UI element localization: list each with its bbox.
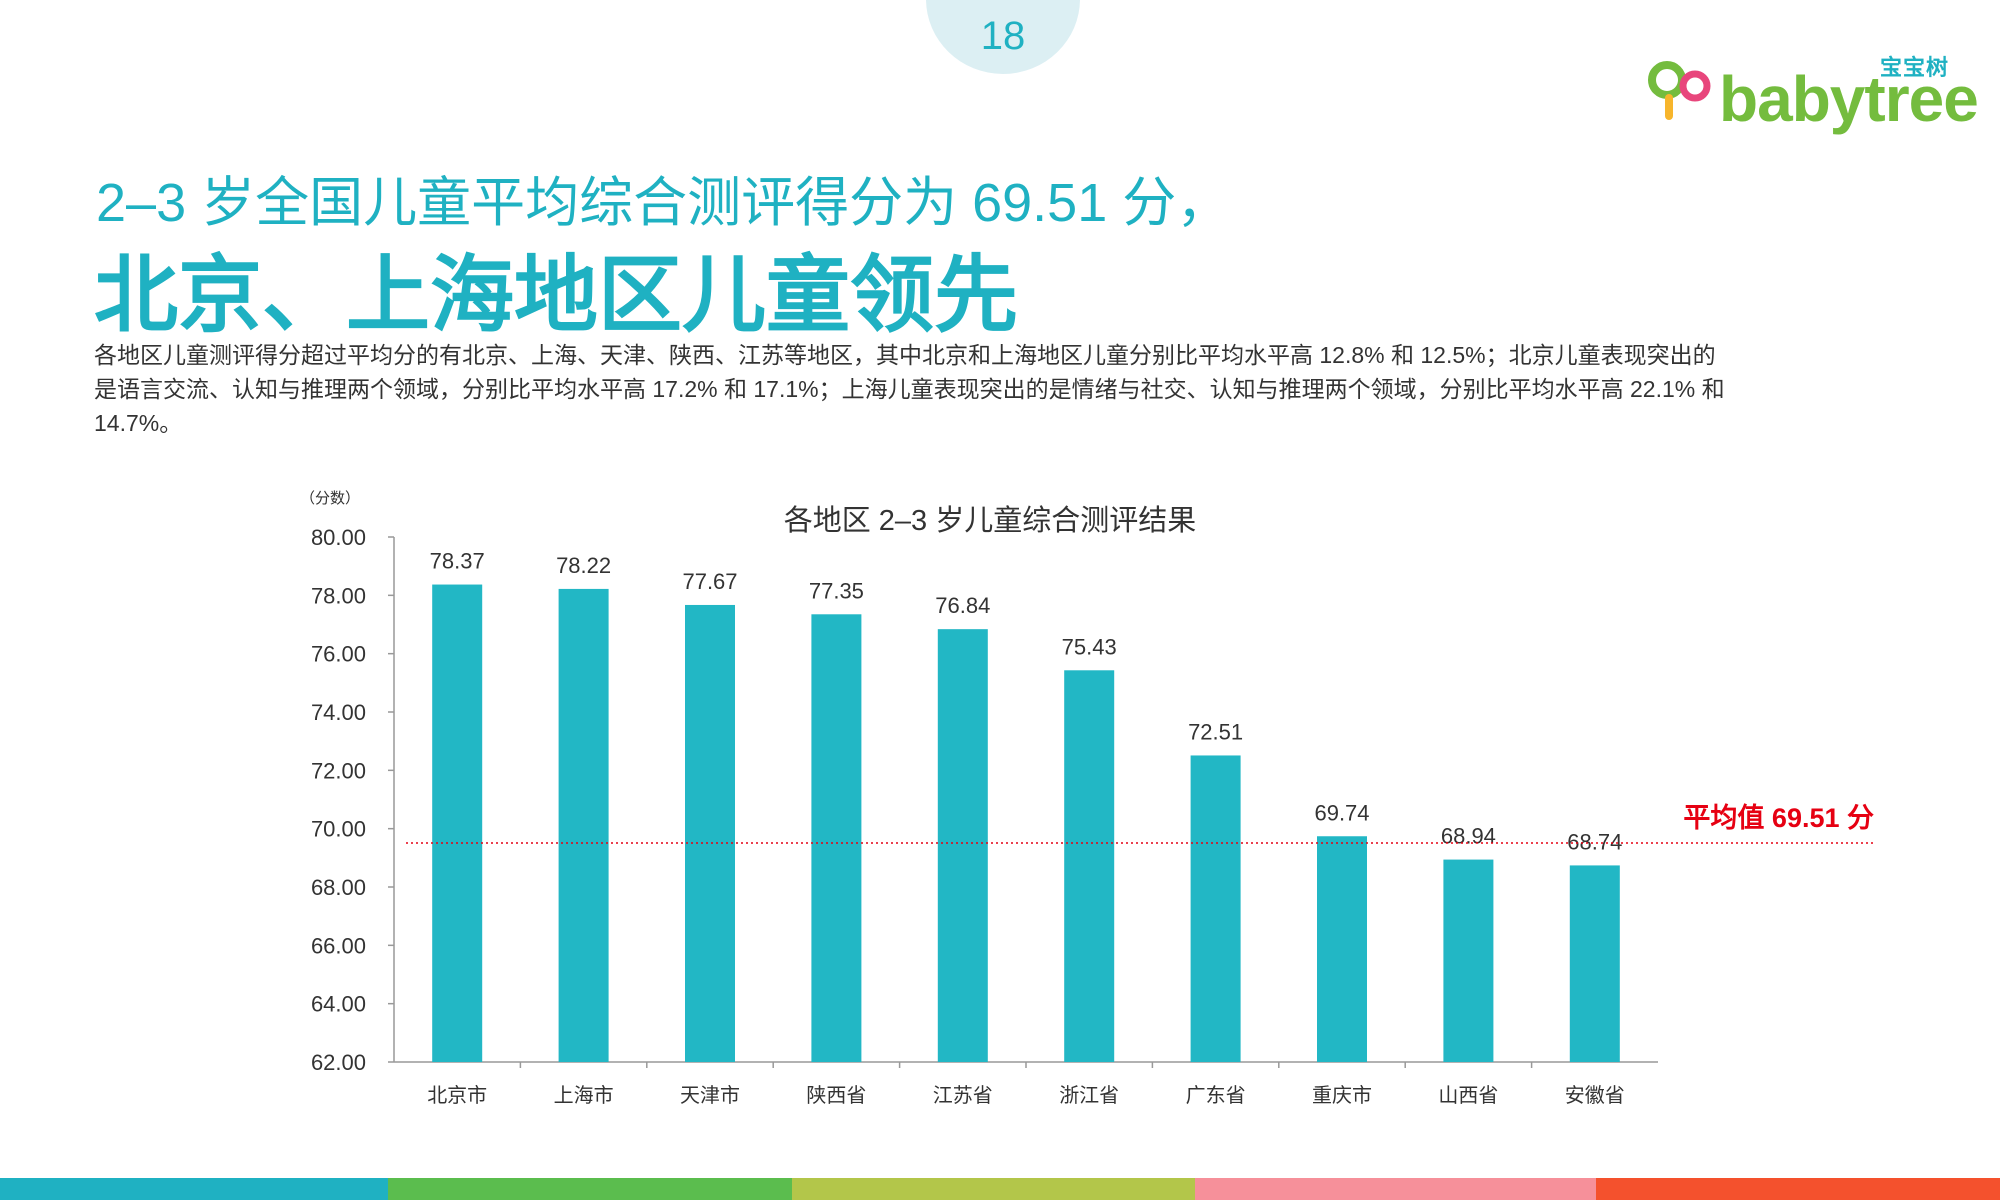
bar-value-label: 75.43 (1062, 634, 1117, 659)
y-tick-label: 66.00 (311, 933, 366, 958)
bar-value-label: 77.35 (809, 578, 864, 603)
x-category-label: 天津市 (680, 1084, 740, 1107)
bar-1 (432, 584, 483, 1062)
y-tick-label: 64.00 (311, 992, 366, 1017)
bar-value-label: 76.84 (935, 593, 990, 618)
bar-10 (1569, 865, 1620, 1062)
x-category-label: 浙江省 (1059, 1084, 1119, 1107)
logo-english-text: babytree (1719, 63, 1979, 135)
bar-value-label: 68.74 (1567, 829, 1622, 854)
y-tick-label: 62.00 (311, 1050, 366, 1075)
x-category-label: 安徽省 (1565, 1084, 1625, 1107)
stripe-segment-5 (1596, 1178, 2000, 1200)
bar-value-label: 69.74 (1314, 800, 1369, 825)
x-category-label: 上海市 (554, 1084, 614, 1107)
x-category-label: 陕西省 (806, 1084, 866, 1107)
summary-paragraph: 各地区儿童测评得分超过平均分的有北京、上海、天津、陕西、江苏等地区，其中北京和上… (94, 342, 1725, 436)
chart-title: 各地区 2–3 岁儿童综合测评结果 (784, 504, 1197, 537)
y-tick-label: 80.00 (311, 525, 366, 550)
y-tick-label: 70.00 (311, 817, 366, 842)
y-tick-label: 72.00 (311, 758, 366, 783)
average-label: 平均值 69.51 分 (1683, 803, 1874, 833)
y-tick-label: 76.00 (311, 642, 366, 667)
x-category-label: 山西省 (1438, 1084, 1498, 1107)
bar-value-label: 72.51 (1188, 719, 1243, 744)
bar-4 (811, 614, 862, 1062)
y-tick-label: 68.00 (311, 875, 366, 900)
x-category-label: 重庆市 (1312, 1084, 1372, 1107)
babytree-logo: 宝宝树 babytree (1645, 48, 1979, 135)
y-tick-label: 74.00 (311, 700, 366, 725)
x-category-label: 广东省 (1186, 1084, 1246, 1107)
babytree-logo-icon (1648, 61, 1711, 120)
page-title-line2: 北京、上海地区儿童领先 (94, 248, 1019, 342)
page-number: 18 (980, 14, 1026, 58)
x-category-label: 北京市 (427, 1084, 487, 1107)
y-axis-unit-label: （分数） (300, 490, 360, 507)
page-title-line1: 2–3 岁全国儿童平均综合测评得分为 69.51 分， (96, 173, 1231, 233)
stripe-segment-1 (0, 1178, 388, 1200)
bar-value-label: 77.67 (682, 569, 737, 594)
stripe-segment-4 (1195, 1178, 1596, 1200)
logo-chinese-text: 宝宝树 (1879, 55, 1949, 80)
bar-7 (1190, 755, 1241, 1062)
y-tick-label: 78.00 (311, 583, 366, 608)
bar-value-label: 78.22 (556, 553, 611, 578)
bar-8 (1317, 836, 1367, 1062)
bar-value-label: 78.37 (430, 549, 485, 574)
x-category-label: 江苏省 (933, 1084, 993, 1107)
bar-3 (685, 604, 735, 1062)
stripe-segment-3 (792, 1178, 1195, 1200)
stripe-segment-2 (388, 1178, 792, 1200)
bar-6 (1064, 670, 1115, 1062)
bar-2 (558, 588, 609, 1062)
bar-9 (1443, 859, 1494, 1062)
bar-value-label: 68.94 (1441, 824, 1496, 849)
footer-color-stripe (0, 1178, 2000, 1200)
bar-5 (937, 629, 988, 1062)
